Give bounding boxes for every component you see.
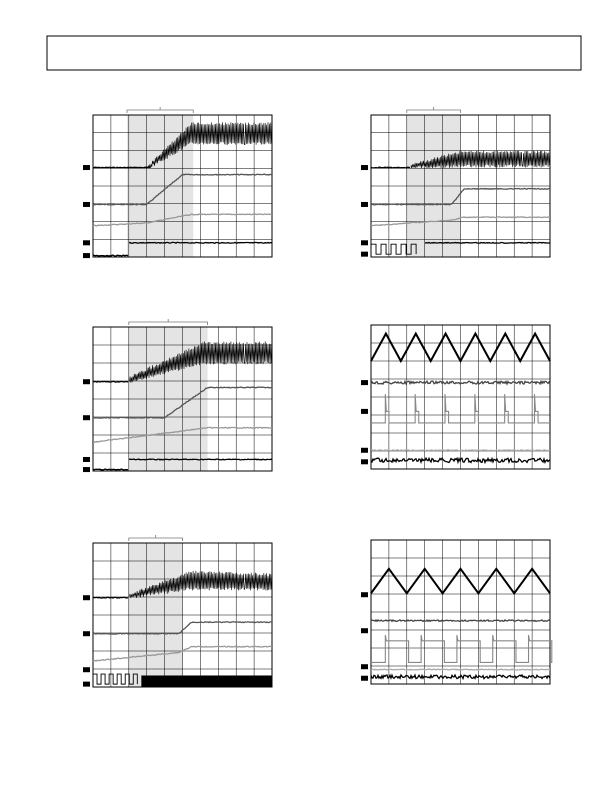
- scope-frame: [92, 114, 273, 258]
- bracket: [128, 319, 208, 325]
- trace: [370, 216, 550, 227]
- trace: [370, 449, 551, 452]
- bracket: [126, 107, 194, 113]
- trace: [92, 621, 273, 635]
- trace: [92, 386, 272, 419]
- header-box: [46, 35, 582, 71]
- scope-screenshot: [83, 107, 273, 259]
- trace: [370, 379, 551, 386]
- channel-marker: [361, 447, 368, 453]
- channel-marker: [83, 595, 90, 601]
- bracket: [128, 535, 183, 541]
- trace: [371, 634, 553, 663]
- channel-marker: [361, 201, 368, 207]
- trace: [92, 254, 129, 257]
- noise-band: [129, 570, 272, 599]
- noise-band: [129, 341, 272, 383]
- trace: [92, 468, 129, 471]
- channel-marker: [361, 459, 368, 465]
- noise-band: [146, 122, 272, 169]
- trace: [92, 645, 273, 663]
- channel-marker: [83, 415, 90, 421]
- trace: [129, 458, 273, 461]
- channel-marker: [83, 681, 90, 687]
- trace: [92, 673, 138, 685]
- noise-band: [410, 150, 550, 169]
- scope-screenshot: [83, 535, 273, 688]
- trace: [92, 213, 273, 227]
- trace: [92, 596, 129, 599]
- trace: [370, 166, 411, 169]
- trace: [370, 187, 551, 206]
- channel-marker: [361, 380, 368, 386]
- scope-screenshot: [361, 107, 551, 258]
- channel-marker: [361, 251, 368, 257]
- channel-marker: [361, 664, 368, 670]
- channel-marker: [361, 165, 368, 171]
- channel-marker: [83, 379, 90, 385]
- scope-frame: [92, 326, 273, 472]
- scope-frame: [370, 324, 551, 470]
- trace: [92, 380, 129, 383]
- trace: [424, 241, 551, 244]
- trace: [370, 618, 551, 623]
- trace: [370, 567, 551, 595]
- channel-marker: [83, 467, 90, 473]
- trace: [370, 673, 551, 681]
- scope-frame: [370, 114, 551, 258]
- trace: [370, 243, 417, 255]
- channel-marker: [361, 240, 368, 246]
- channel-marker: [361, 592, 368, 598]
- trace: [92, 166, 151, 169]
- channel-marker: [361, 675, 368, 681]
- trace: [93, 173, 273, 206]
- channel-marker: [83, 631, 90, 637]
- scope-screenshot: [83, 319, 273, 473]
- channel-marker: [361, 628, 368, 634]
- bracket: [406, 107, 461, 113]
- trace-block: [141, 675, 272, 687]
- channel-marker: [83, 240, 90, 246]
- trace: [370, 456, 551, 465]
- trace: [370, 331, 551, 364]
- scope-frame: [370, 539, 551, 685]
- channel-marker: [83, 667, 90, 673]
- scope-screenshot: [361, 324, 551, 470]
- channel-marker: [83, 456, 90, 462]
- channel-marker: [83, 165, 90, 171]
- trace: [128, 241, 273, 244]
- channel-marker: [83, 201, 90, 207]
- trace: [93, 426, 273, 444]
- channel-marker: [361, 408, 368, 414]
- channel-marker: [83, 253, 90, 259]
- scope-screenshot: [361, 539, 553, 685]
- trace: [371, 394, 550, 424]
- trace: [370, 668, 550, 671]
